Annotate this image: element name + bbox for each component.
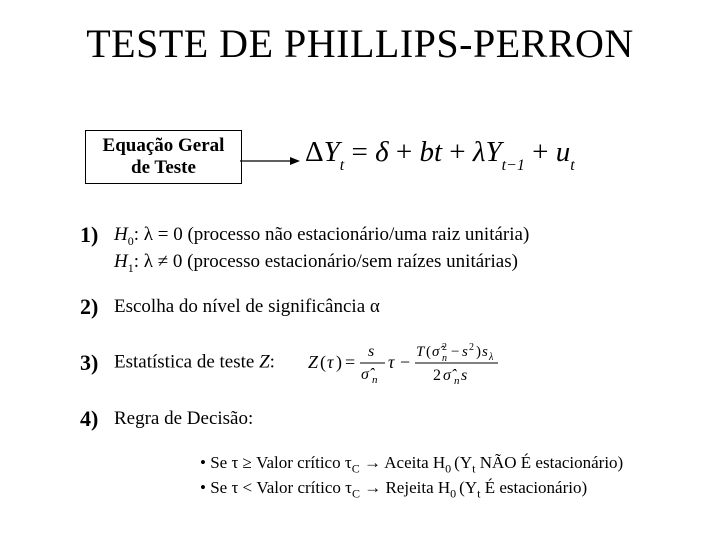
step3-post: :	[270, 351, 275, 372]
arrow-icon	[240, 155, 295, 157]
eq-u: u	[556, 136, 571, 168]
eq-equals: =	[344, 136, 375, 168]
main-equation: ΔYt = δ + bt + λYt−1 + ut	[305, 136, 575, 173]
svg-text:τ: τ	[388, 352, 395, 372]
step-1-number: 1)	[80, 222, 114, 248]
eq-plus3: +	[525, 136, 556, 168]
svg-text:s: s	[462, 344, 468, 360]
svg-text:τ: τ	[327, 352, 334, 372]
svg-text:s: s	[482, 344, 488, 360]
svg-text:): )	[336, 352, 342, 373]
step-1: 1) H0: λ = 0 (processo não estacionário/…	[80, 222, 680, 276]
step-3: 3) Estatística de teste Z: Z ( τ ) = s σ…	[80, 338, 680, 388]
step-3-body: Estatística de teste Z: Z ( τ ) = s σ̂ n…	[114, 338, 680, 388]
svg-text:): )	[476, 344, 481, 360]
eq-lambda: λ	[473, 136, 486, 168]
rule1-pre: • Se τ ≥ Valor crítico τ	[200, 453, 352, 472]
eq-plus2: +	[442, 136, 473, 168]
rule2-postend: É estacionário)	[480, 478, 587, 497]
rule2-pre: • Se τ < Valor crítico τ	[200, 478, 352, 497]
step1-h0-text: : λ = 0 (processo não estacionário/uma r…	[134, 224, 530, 245]
equation-box: Equação Geral de Teste	[85, 130, 242, 184]
rule1-H: H	[433, 453, 445, 472]
z-formula: Z ( τ ) = s σ̂ n τ − T (	[308, 338, 528, 388]
eq-Y2: Y	[485, 136, 501, 168]
rule1-postend: NÃO É estacionário)	[475, 453, 623, 472]
steps-list: 1) H0: λ = 0 (processo não estacionário/…	[80, 222, 680, 450]
eq-delta: Δ	[305, 136, 324, 168]
eq-deltagr: δ	[375, 136, 388, 168]
eq-t2: t	[434, 136, 442, 168]
page-title: TESTE DE PHILLIPS-PERRON	[0, 20, 720, 67]
rule1-hsub: 0	[445, 461, 454, 475]
step-4: 4) Regra de Decisão:	[80, 406, 680, 432]
step1-h1-text: : λ ≠ 0 (processo estacionário/sem raíze…	[134, 251, 518, 272]
rule2-H: H	[438, 478, 450, 497]
svg-text:n: n	[454, 375, 460, 387]
rule1-mid: → Aceita	[360, 453, 433, 472]
step-2: 2) Escolha do nível de significância α	[80, 294, 680, 320]
eq-sub-tminus1: t−1	[502, 157, 525, 174]
eq-box-line1: Equação Geral	[103, 135, 225, 156]
svg-text:2: 2	[442, 342, 447, 353]
svg-text:Z: Z	[308, 352, 319, 372]
step1-h1-H: H	[114, 251, 128, 272]
svg-text:−: −	[400, 352, 410, 372]
rule1-postpre: (Y	[454, 453, 472, 472]
step-4-number: 4)	[80, 406, 114, 432]
rule2-postpre: (Y	[459, 478, 477, 497]
rule-2: • Se τ < Valor crítico τC → Rejeita H0 (…	[200, 477, 680, 502]
decision-rules: • Se τ ≥ Valor crítico τC → Aceita H0 (Y…	[200, 452, 680, 501]
step3-Z: Z	[259, 351, 270, 372]
equation-box-text: Equação Geral de Teste	[103, 135, 225, 179]
svg-text:λ: λ	[488, 352, 494, 363]
eq-sub-t3: t	[570, 157, 574, 174]
svg-text:−: −	[451, 344, 459, 360]
svg-text:(: (	[426, 344, 431, 360]
rule-1: • Se τ ≥ Valor crítico τC → Aceita H0 (Y…	[200, 452, 680, 477]
eq-box-line2: de Teste	[131, 157, 196, 178]
step-3-number: 3)	[80, 350, 114, 376]
step-2-body: Escolha do nível de significância α	[114, 294, 680, 320]
rule1-csub: C	[352, 461, 360, 475]
svg-text:s: s	[368, 343, 374, 360]
svg-text:s: s	[461, 367, 467, 384]
svg-text:n: n	[442, 353, 447, 364]
svg-text:(: (	[320, 352, 326, 373]
eq-plus1: +	[389, 136, 420, 168]
eq-sub-t: t	[340, 157, 344, 174]
step-4-body: Regra de Decisão:	[114, 406, 680, 432]
step-2-number: 2)	[80, 294, 114, 320]
step-1-body: H0: λ = 0 (processo não estacionário/uma…	[114, 222, 680, 276]
eq-b: b	[419, 136, 434, 168]
svg-text:T: T	[416, 344, 426, 360]
rule2-mid: → Rejeita	[360, 478, 438, 497]
rule2-csub: C	[352, 486, 360, 500]
svg-text:=: =	[345, 352, 355, 372]
eq-Y: Y	[324, 136, 340, 168]
slide: TESTE DE PHILLIPS-PERRON Equação Geral d…	[0, 0, 720, 540]
svg-text:n: n	[372, 374, 378, 386]
svg-text:2: 2	[469, 342, 474, 353]
step3-pre: Estatística de teste	[114, 351, 259, 372]
rule2-hsub: 0	[450, 486, 459, 500]
step1-h0-H: H	[114, 224, 128, 245]
svg-text:2: 2	[433, 367, 441, 384]
